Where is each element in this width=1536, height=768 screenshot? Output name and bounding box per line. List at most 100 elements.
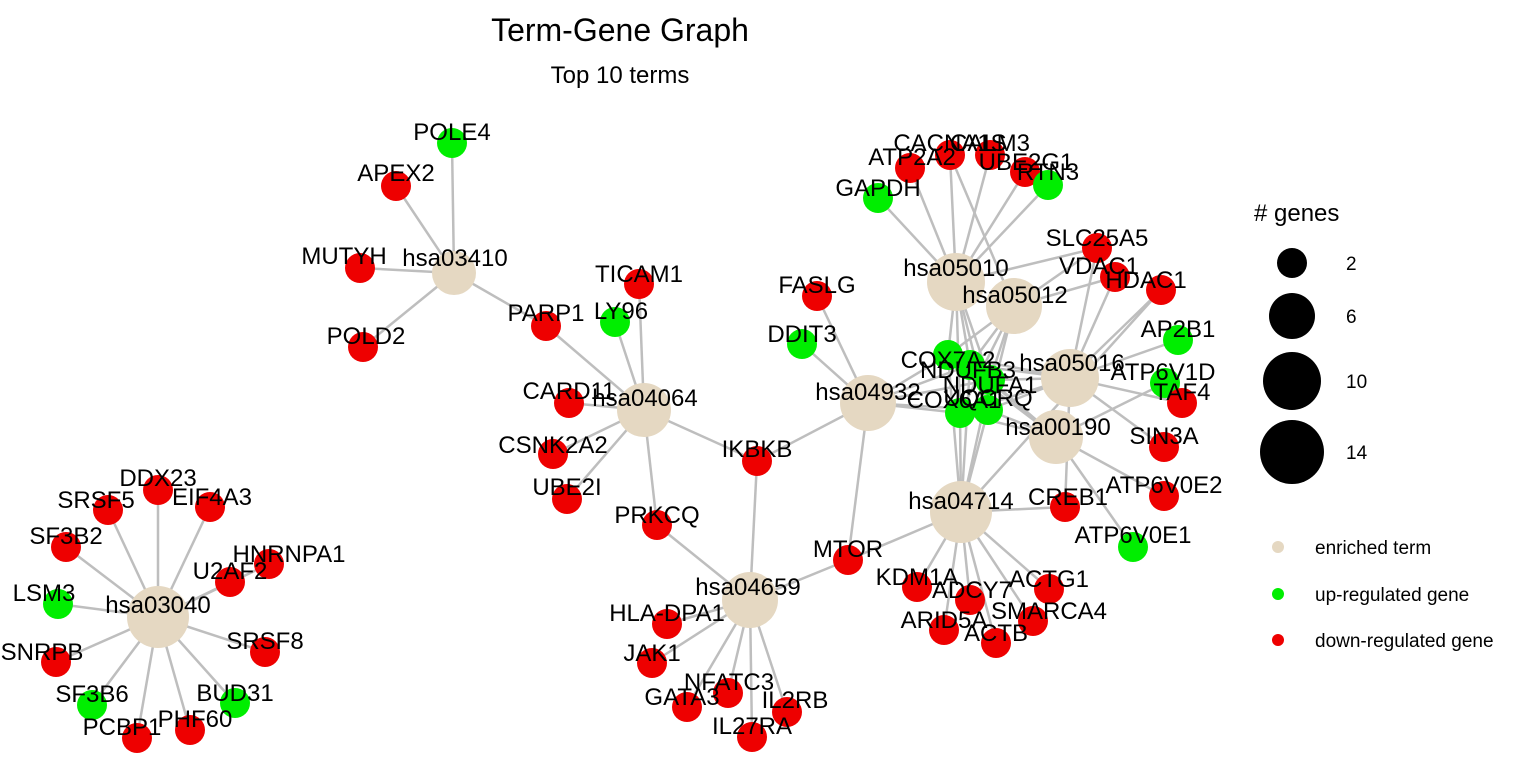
gene-node-hdac1[interactable] <box>1146 275 1176 305</box>
gene-node-mutyh[interactable] <box>345 253 375 283</box>
legend-size-swatch-2 <box>1277 248 1307 278</box>
gene-node-csnk2a2[interactable] <box>538 439 568 469</box>
gene-node-taf4[interactable] <box>1167 388 1197 418</box>
term-node-hsa04932[interactable] <box>840 375 896 431</box>
gene-label-jak1: JAK1 <box>623 640 680 667</box>
gene-node-atp6v0e2[interactable] <box>1149 481 1179 511</box>
gene-label-gata3: GATA3 <box>644 684 719 711</box>
gene-label-ndufb3: NDUFB3 <box>920 357 1016 384</box>
gene-label-bud31: BUD31 <box>196 680 273 707</box>
gene-node-sin3a[interactable] <box>1149 432 1179 462</box>
gene-node-lsm3[interactable] <box>43 589 73 619</box>
gene-node-prkcq[interactable] <box>642 510 672 540</box>
gene-node-ticam1[interactable] <box>624 269 654 299</box>
gene-node-hnrnpa1[interactable] <box>254 549 284 579</box>
gene-label-ikbkb: IKBKB <box>722 436 793 463</box>
gene-label-slc25a5: SLC25A5 <box>1046 225 1149 252</box>
gene-label-creb1: CREB1 <box>1028 484 1108 511</box>
term-node-hsa00190[interactable] <box>1029 410 1083 464</box>
gene-label-hnrnpa1: HNRNPA1 <box>233 541 346 568</box>
gene-node-parp1[interactable] <box>531 311 561 341</box>
gene-node-pold2[interactable] <box>348 332 378 362</box>
gene-node-actg1[interactable] <box>1034 574 1064 604</box>
legend-size-swatch-10 <box>1263 352 1321 410</box>
term-node-hsa04064[interactable] <box>617 383 671 437</box>
gene-node-faslg[interactable] <box>802 281 832 311</box>
gene-label-lsm3: LSM3 <box>13 580 76 607</box>
graph-title: Term-Gene Graph <box>491 12 749 48</box>
gene-node-ikbkb[interactable] <box>742 446 772 476</box>
gene-node-atp2a2[interactable] <box>895 153 925 183</box>
gene-node-gapdh[interactable] <box>863 183 893 213</box>
gene-label-vdac1: VDAC1 <box>1059 253 1139 280</box>
gene-node-eif4a3[interactable] <box>195 492 225 522</box>
gene-label-hdac1: HDAC1 <box>1105 267 1186 294</box>
gene-node-bud31[interactable] <box>220 688 250 718</box>
gene-node-pcbp1[interactable] <box>122 723 152 753</box>
term-node-hsa04659[interactable] <box>722 572 778 628</box>
gene-node-gata3[interactable] <box>672 692 702 722</box>
gene-node-actb[interactable] <box>981 628 1011 658</box>
gene-label-mutyh: MUTYH <box>301 243 386 270</box>
term-label-hsa04714: hsa04714 <box>908 488 1013 515</box>
gene-node-il27ra[interactable] <box>737 722 767 752</box>
gene-node-snrpb[interactable] <box>41 647 71 677</box>
gene-node-u2af2[interactable] <box>215 567 245 597</box>
gene-node-apex2[interactable] <box>381 171 411 201</box>
gene-node-smarca4[interactable] <box>1018 606 1048 636</box>
gene-node-il2rb[interactable] <box>772 697 802 727</box>
gene-node-ube2g1[interactable] <box>1010 157 1040 187</box>
gene-node-jak1[interactable] <box>637 648 667 678</box>
gene-node-kdm1a[interactable] <box>902 572 932 602</box>
gene-node-nfatc3[interactable] <box>713 678 743 708</box>
gene-label-atp6v1d: ATP6V1D <box>1111 359 1216 386</box>
term-label-hsa05010: hsa05010 <box>903 255 1008 282</box>
gene-node-ddit3[interactable] <box>787 329 817 359</box>
gene-node-cox6a1[interactable] <box>945 398 975 428</box>
gene-node-hla-dpa1[interactable] <box>652 609 682 639</box>
term-label-hsa00190: hsa00190 <box>1005 414 1110 441</box>
term-node-hsa05012[interactable] <box>986 278 1042 334</box>
gene-node-phf60[interactable] <box>175 715 205 745</box>
gene-node-slc25a5[interactable] <box>1082 233 1112 263</box>
gene-node-cacna1s[interactable] <box>935 140 965 170</box>
graph-subtitle: Top 10 terms <box>551 62 690 89</box>
gene-node-atp6v1d[interactable] <box>1150 368 1180 398</box>
gene-label-pole4: POLE4 <box>413 119 490 146</box>
gene-node-card11[interactable] <box>554 388 584 418</box>
gene-label-ddx23: DDX23 <box>119 465 196 492</box>
gene-node-ube2i[interactable] <box>552 484 582 514</box>
term-node-hsa05010[interactable] <box>927 253 985 311</box>
legend-color-label-enriched-term: enriched term <box>1315 538 1431 559</box>
gene-node-ly96[interactable] <box>600 307 630 337</box>
gene-label-atp2a2: ATP2A2 <box>868 144 956 171</box>
gene-node-srsf5[interactable] <box>93 495 123 525</box>
legend-color-swatch-up-regulated-gene <box>1272 588 1284 600</box>
term-node-hsa03040[interactable] <box>127 586 189 648</box>
gene-node-atp6v0e1[interactable] <box>1118 532 1148 562</box>
gene-node-vdac1[interactable] <box>1100 262 1130 292</box>
term-node-hsa05016[interactable] <box>1041 349 1099 407</box>
node-layer <box>41 128 1197 753</box>
gene-node-sf3b6[interactable] <box>77 690 107 720</box>
gene-node-ap2b1[interactable] <box>1163 325 1193 355</box>
term-node-hsa03410[interactable] <box>432 251 476 295</box>
term-label-hsa03410: hsa03410 <box>402 245 507 272</box>
gene-node-mtor[interactable] <box>833 545 863 575</box>
gene-node-creb1[interactable] <box>1050 492 1080 522</box>
gene-node-uqcrq[interactable] <box>973 395 1003 425</box>
gene-node-arid5a[interactable] <box>929 615 959 645</box>
gene-node-ndufa1[interactable] <box>975 365 1005 395</box>
gene-node-srsf8[interactable] <box>250 637 280 667</box>
term-node-hsa04714[interactable] <box>930 481 992 543</box>
term-label-hsa03040: hsa03040 <box>105 592 210 619</box>
legend-color-label-down-regulated-gene: down-regulated gene <box>1315 631 1494 652</box>
gene-node-ddx23[interactable] <box>143 475 173 505</box>
gene-node-pole4[interactable] <box>437 128 467 158</box>
gene-node-rtn3[interactable] <box>1033 170 1063 200</box>
gene-node-adcy7[interactable] <box>955 585 985 615</box>
gene-node-sf3b2[interactable] <box>51 532 81 562</box>
gene-label-card11: CARD11 <box>523 378 616 405</box>
gene-node-calm3[interactable] <box>975 140 1005 170</box>
gene-label-prkcq: PRKCQ <box>614 502 699 529</box>
